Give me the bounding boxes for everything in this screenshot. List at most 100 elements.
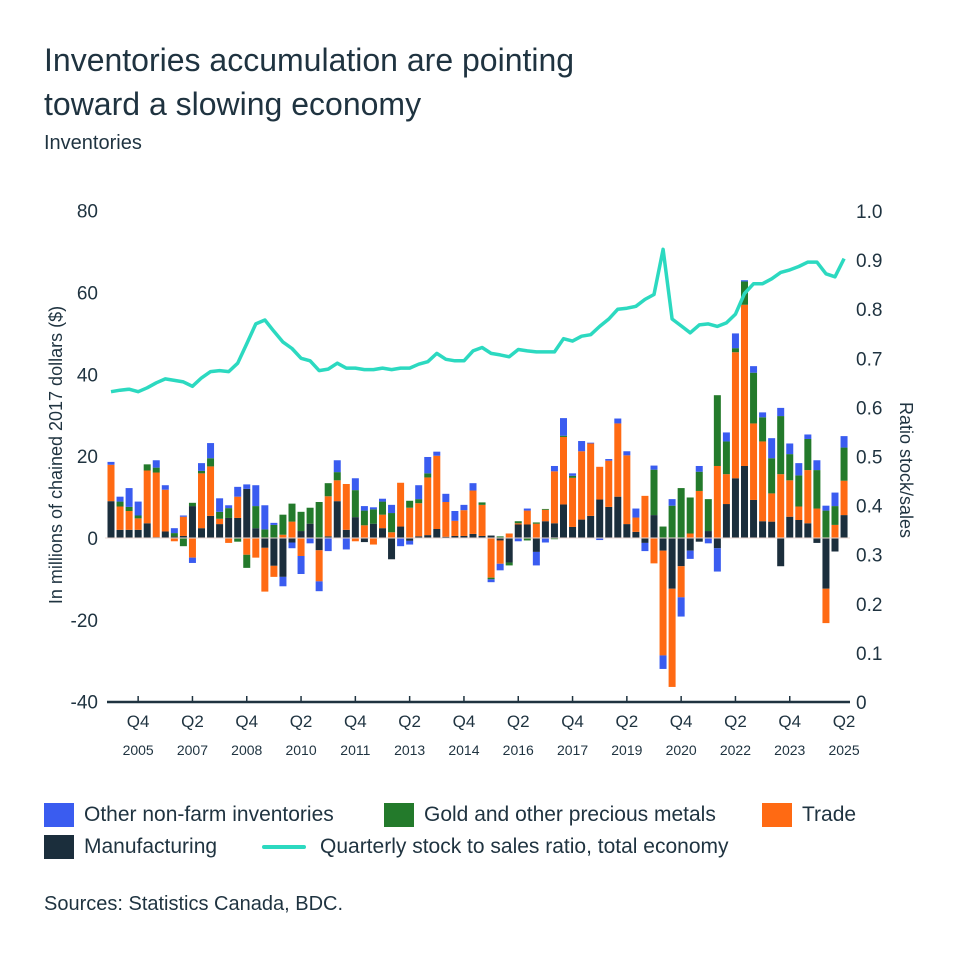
- bar-segment-other: [243, 484, 251, 489]
- bar-segment-trade: [107, 464, 115, 502]
- bar-segment-gold: [704, 499, 712, 532]
- bar-segment-gold: [216, 511, 224, 519]
- bar-stack: [152, 460, 160, 538]
- bar-segment-gold: [351, 490, 359, 518]
- bar-stack: [632, 508, 640, 538]
- bar-segment-other: [768, 438, 776, 459]
- bar-segment-trade: [379, 514, 386, 529]
- bar-segment-manufacturing: [532, 538, 540, 552]
- bar-stack: [442, 493, 450, 538]
- bar-segment-trade: [342, 483, 350, 530]
- x-tick-year-label: 2017: [557, 742, 588, 758]
- bar-segment-trade: [478, 504, 486, 536]
- bar-segment-trade: [433, 455, 441, 529]
- bar-stack: [505, 533, 513, 566]
- bar-segment-other: [596, 538, 604, 541]
- bar-segment-trade: [523, 510, 531, 525]
- y-tick-label: -20: [71, 611, 98, 632]
- bar-segment-trade: [532, 523, 540, 538]
- bar-segment-trade: [632, 517, 640, 532]
- bar-segment-trade: [243, 538, 251, 555]
- bar-segment-gold: [478, 502, 486, 505]
- bar-segment-gold: [560, 435, 567, 437]
- bar-segment-trade: [605, 460, 613, 507]
- bar-segment-trade: [261, 547, 269, 592]
- bar-segment-other: [161, 485, 169, 490]
- bar-segment-manufacturing: [750, 499, 758, 538]
- x-tick-year-label: 2011: [340, 742, 370, 758]
- bar-stack: [216, 498, 224, 538]
- bar-stack: [804, 434, 812, 538]
- bar-segment-manufacturing: [786, 516, 794, 538]
- bar-segment-trade: [695, 490, 703, 538]
- bar-segment-manufacturing: [188, 506, 196, 538]
- bar-segment-trade: [759, 441, 767, 522]
- legend-label: Trade: [802, 803, 857, 826]
- x-tick-year-label: 2023: [774, 742, 805, 758]
- bar-segment-other: [424, 456, 432, 474]
- bar-segment-other: [288, 542, 296, 549]
- bar-segment-other: [360, 506, 368, 511]
- y2-tick-label: 0.5: [856, 448, 882, 469]
- y2-tick-label: 1.0: [856, 202, 882, 223]
- bar-segment-other: [397, 538, 405, 547]
- bar-segment-manufacturing: [587, 515, 595, 538]
- bar-segment-trade: [415, 503, 423, 537]
- bar-segment-other: [261, 505, 269, 530]
- bar-segment-gold: [804, 438, 812, 471]
- bar-segment-gold: [722, 441, 730, 475]
- bar-segment-gold: [170, 533, 178, 537]
- x-tick-year-label: 2013: [394, 742, 425, 758]
- bar-segment-gold: [333, 472, 341, 481]
- x-tick-quarter-label: Q2: [833, 712, 856, 731]
- bar-stack: [261, 505, 269, 592]
- bar-segment-other: [840, 436, 848, 448]
- bar-segment-other: [759, 412, 767, 418]
- bar-segment-trade: [143, 470, 151, 524]
- x-tick-quarter-label: Q4: [561, 712, 584, 731]
- bar-segment-gold: [777, 416, 785, 475]
- bar-segment-other: [107, 461, 115, 465]
- x-tick-quarter-label: Q2: [290, 712, 313, 731]
- bar-segment-other: [279, 576, 287, 587]
- bar-segment-trade: [750, 423, 758, 500]
- legend-item-gold: Gold and other precious metals: [384, 803, 716, 827]
- bar-segment-trade: [369, 538, 377, 545]
- bar-segment-other: [532, 551, 540, 566]
- bar-segment-other: [252, 485, 260, 507]
- bar-segment-gold: [759, 417, 767, 442]
- bar-segment-trade: [541, 509, 549, 522]
- bar-segment-gold: [487, 577, 495, 580]
- bar-segment-manufacturing: [433, 528, 441, 538]
- bar-segment-manufacturing: [279, 538, 287, 577]
- bar-segment-other: [523, 508, 531, 511]
- bar-segment-trade: [351, 538, 359, 542]
- bar-segment-manufacturing: [351, 517, 359, 538]
- y2-tick-label: 0: [856, 693, 867, 714]
- bar-segment-manufacturing: [324, 536, 332, 538]
- y-tick-label: 60: [77, 284, 98, 305]
- bar-segment-other: [795, 463, 803, 476]
- x-tick-quarter-label: Q2: [616, 712, 639, 731]
- bar-segment-gold: [768, 458, 776, 494]
- bar-segment-other: [433, 451, 441, 456]
- legend-swatch-manufacturing: [44, 835, 74, 859]
- y2-tick-label: 0.3: [856, 546, 882, 567]
- bar-segment-trade: [397, 482, 405, 527]
- bar-segment-manufacturing: [198, 528, 205, 538]
- bar-segment-other: [333, 460, 341, 473]
- x-tick-year-label: 2022: [720, 742, 751, 758]
- bar-segment-gold: [152, 467, 160, 473]
- bar-segment-trade: [161, 489, 169, 532]
- y2-tick-label: 0.1: [856, 644, 882, 665]
- bar-segment-gold: [360, 510, 368, 526]
- bar-segment-gold: [297, 511, 305, 532]
- bar-segment-gold: [424, 473, 432, 478]
- bar-segment-other: [632, 508, 640, 518]
- bar-segment-manufacturing: [777, 538, 785, 567]
- bar-segment-manufacturing: [596, 499, 604, 538]
- bar-segment-trade: [216, 518, 224, 525]
- bar-segment-manufacturing: [804, 523, 812, 538]
- bar-segment-trade: [198, 473, 205, 529]
- bar-segment-gold: [415, 499, 423, 504]
